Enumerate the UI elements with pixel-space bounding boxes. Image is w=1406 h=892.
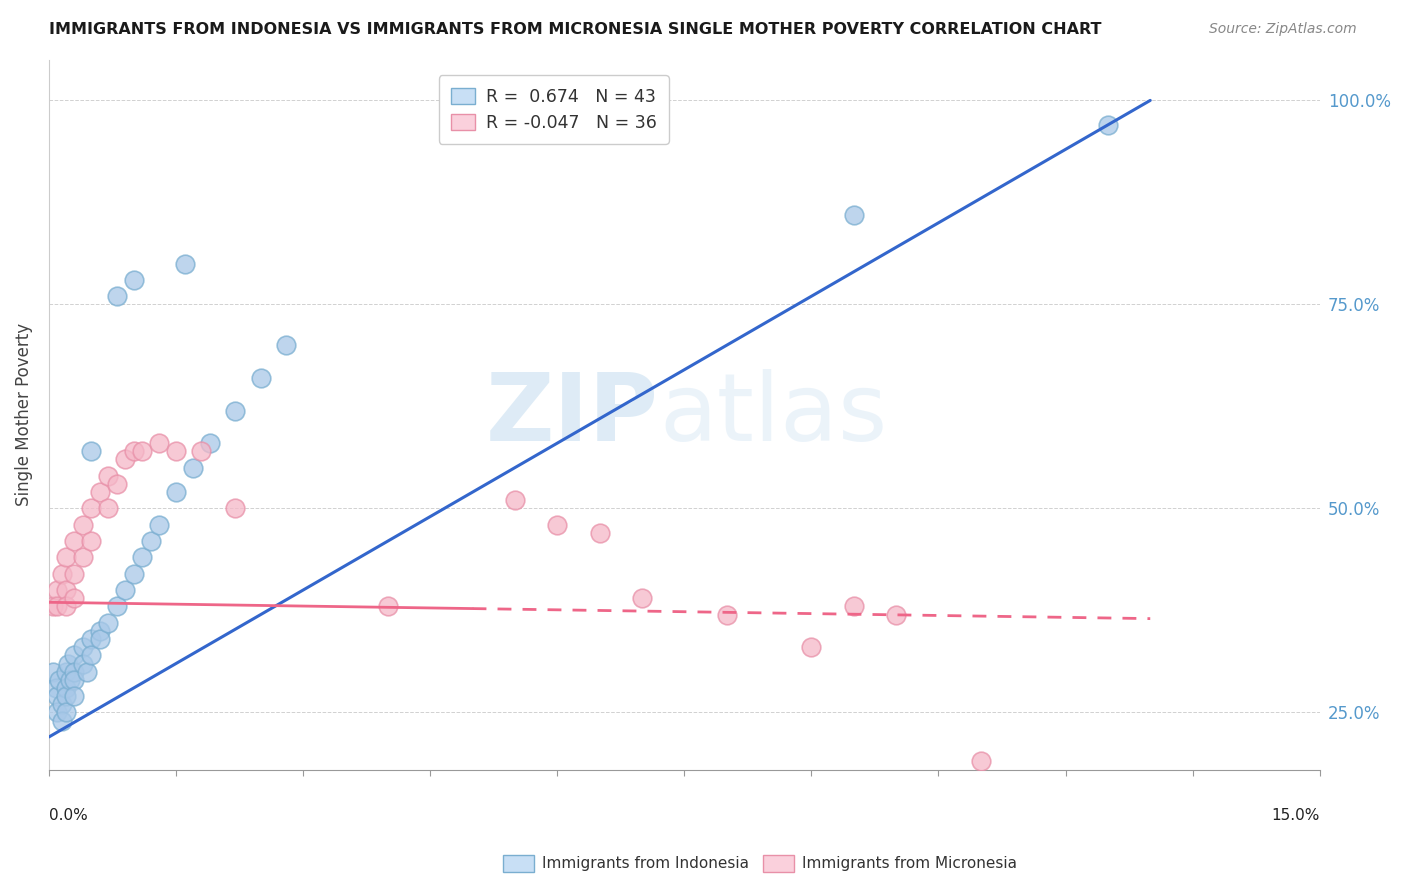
Point <box>114 452 136 467</box>
Point <box>842 208 865 222</box>
Point <box>89 632 111 646</box>
Point <box>55 550 77 565</box>
Point <box>224 501 246 516</box>
Point <box>97 468 120 483</box>
Point <box>51 698 73 712</box>
Point <box>63 665 86 679</box>
Point <box>51 566 73 581</box>
Point <box>80 534 103 549</box>
Point <box>63 648 86 663</box>
Point <box>55 582 77 597</box>
Point <box>970 755 993 769</box>
Point <box>97 501 120 516</box>
Point <box>80 444 103 458</box>
Point <box>276 338 298 352</box>
Point <box>72 550 94 565</box>
Text: Immigrants from Micronesia: Immigrants from Micronesia <box>801 856 1017 871</box>
Point <box>55 681 77 695</box>
Point <box>46 706 69 720</box>
Point <box>148 517 170 532</box>
Point <box>45 681 67 695</box>
Point <box>97 615 120 630</box>
Point <box>884 607 907 622</box>
Point <box>122 273 145 287</box>
Point <box>114 582 136 597</box>
Point <box>80 648 103 663</box>
Point <box>46 599 69 614</box>
Text: IMMIGRANTS FROM INDONESIA VS IMMIGRANTS FROM MICRONESIA SINGLE MOTHER POVERTY CO: IMMIGRANTS FROM INDONESIA VS IMMIGRANTS … <box>49 22 1102 37</box>
Point <box>503 493 526 508</box>
Text: atlas: atlas <box>659 368 887 460</box>
Point <box>51 714 73 728</box>
Text: 15.0%: 15.0% <box>1271 808 1320 823</box>
Point <box>80 501 103 516</box>
Point <box>46 689 69 703</box>
Point <box>55 689 77 703</box>
Point <box>842 599 865 614</box>
Point <box>224 403 246 417</box>
Point <box>63 591 86 606</box>
Point <box>72 657 94 671</box>
Point <box>72 517 94 532</box>
Point <box>55 599 77 614</box>
Text: 0.0%: 0.0% <box>49 808 87 823</box>
Point <box>131 550 153 565</box>
Point <box>89 624 111 638</box>
Point <box>46 582 69 597</box>
Point <box>76 665 98 679</box>
Text: Immigrants from Indonesia: Immigrants from Indonesia <box>541 856 749 871</box>
Point <box>55 665 77 679</box>
Point <box>63 689 86 703</box>
Point <box>377 599 399 614</box>
Point <box>42 665 65 679</box>
Point <box>190 444 212 458</box>
Point <box>181 460 204 475</box>
Point <box>80 632 103 646</box>
Point <box>173 257 195 271</box>
Point <box>131 444 153 458</box>
Point <box>55 706 77 720</box>
Point <box>588 525 610 540</box>
Point <box>63 673 86 687</box>
Point <box>148 436 170 450</box>
Point <box>249 371 271 385</box>
Point <box>139 534 162 549</box>
Point <box>63 534 86 549</box>
Legend: R =  0.674   N = 43, R = -0.047   N = 36: R = 0.674 N = 43, R = -0.047 N = 36 <box>439 76 669 144</box>
Point <box>165 485 187 500</box>
Point <box>105 599 128 614</box>
Y-axis label: Single Mother Poverty: Single Mother Poverty <box>15 323 32 506</box>
Point <box>105 477 128 491</box>
Point <box>122 566 145 581</box>
Point <box>56 657 79 671</box>
Point <box>42 599 65 614</box>
Point <box>122 444 145 458</box>
Point <box>716 607 738 622</box>
Text: ZIP: ZIP <box>486 368 659 460</box>
Text: Source: ZipAtlas.com: Source: ZipAtlas.com <box>1209 22 1357 37</box>
Point <box>198 436 221 450</box>
Point <box>72 640 94 655</box>
Point <box>89 485 111 500</box>
Point <box>48 673 70 687</box>
Point <box>1097 118 1119 132</box>
Point <box>63 566 86 581</box>
Point <box>105 289 128 303</box>
Point <box>800 640 823 655</box>
Point <box>631 591 654 606</box>
Point <box>165 444 187 458</box>
Point <box>1012 787 1035 801</box>
Point <box>59 673 82 687</box>
Point <box>546 517 568 532</box>
